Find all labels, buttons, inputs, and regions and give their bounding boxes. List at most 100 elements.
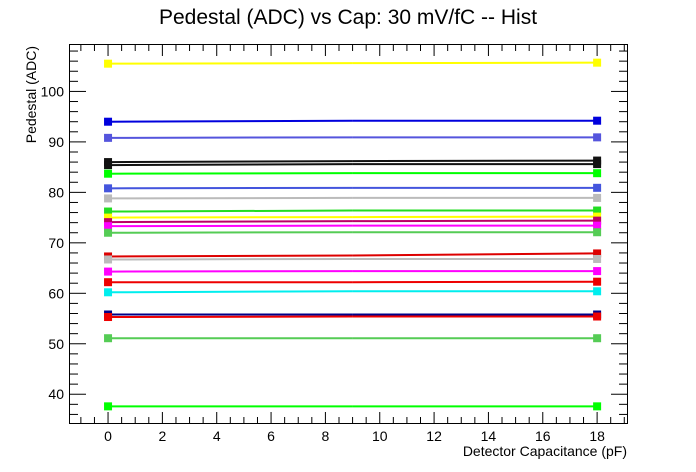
x-tick-label: 14 [481,428,497,444]
series-line-segment [352,280,598,284]
data-series [104,183,602,193]
data-series [104,116,602,126]
series-line-segment [108,196,353,200]
data-series [104,160,602,170]
data-point-marker [593,228,602,237]
data-point-marker [593,254,602,263]
series-line-segment [108,220,353,224]
data-series [104,277,602,287]
data-point-marker [104,402,113,411]
series-line-segment [108,231,353,234]
data-point-marker [104,218,113,227]
data-point-marker [104,117,113,126]
x-tick-label: 16 [535,428,551,444]
series-line-segment [108,119,353,123]
data-point-marker [593,287,602,296]
y-tick-label: 90 [48,134,64,150]
data-point-marker [593,216,602,225]
data-point-marker [104,278,113,287]
data-point-marker [593,267,602,276]
data-point-marker [104,334,113,343]
data-point-marker [593,277,602,286]
x-tick-label: 18 [589,428,605,444]
series-line-segment [108,315,353,319]
data-point-marker [104,161,113,170]
series-line-segment [352,252,598,257]
data-series [104,193,602,203]
x-tick-label: 2 [158,428,166,444]
data-series [104,216,602,227]
series-line-segment [108,270,353,273]
data-point-marker [593,312,602,321]
series-line-segment [108,254,353,258]
data-point-marker [104,59,113,68]
axis-tick-labels: 0 2 4 6 8 10 12 14 16 18 40 50 60 70 80 90 100 [41,83,605,444]
x-tick-label: 10 [372,428,388,444]
data-series [104,212,602,222]
series-line-segment [108,224,353,228]
y-axis-label: Pedestal (ADC) [23,46,39,143]
data-point-marker [104,228,113,237]
data-point-marker [104,313,113,322]
data-point-marker [593,402,602,411]
x-tick-label: 0 [104,428,112,444]
data-series [104,287,602,297]
x-tick-label: 8 [322,428,330,444]
series-line-segment [108,160,353,164]
series-line-segment [108,216,353,219]
data-point-marker [104,213,113,222]
y-tick-label: 80 [48,184,64,200]
axis-ticks [70,45,627,423]
data-series [104,267,602,276]
series-line-segment [352,219,598,223]
data-point-marker [104,267,113,276]
x-tick-label: 12 [426,428,442,444]
data-point-marker [593,133,602,142]
data-point-marker [593,58,602,67]
series-line-segment [352,215,598,219]
data-point-marker [593,160,602,169]
series-line-segment [108,136,353,139]
data-point-marker [104,255,113,264]
y-tick-label: 60 [48,285,64,301]
chart-title: Pedestal (ADC) vs Cap: 30 mV/fC -- Hist [159,6,537,29]
data-series [104,133,602,142]
y-tick-label: 70 [48,235,64,251]
data-series [104,58,602,68]
series-line-segment [108,62,353,65]
data-point-marker [593,116,602,125]
series-line-segment [108,257,353,261]
data-series [104,334,602,343]
data-point-marker [104,207,113,216]
data-point-marker [104,222,113,231]
series-line-segment [108,186,353,190]
data-point-marker [104,194,113,203]
y-tick-label: 100 [41,83,65,99]
data-point-marker [593,221,602,230]
data-series [104,206,602,216]
data-point-marker [104,288,113,297]
data-point-marker [593,206,602,215]
x-tick-label: 4 [213,428,221,444]
data-series [104,228,602,237]
data-series [104,254,602,264]
series-line-segment [352,61,598,65]
data-point-marker [593,212,602,221]
data-point-marker [104,184,113,193]
data-series [104,402,602,411]
series-line-segment [352,159,598,163]
y-tick-label: 50 [48,336,64,352]
data-point-marker [593,334,602,343]
series-line-segment [108,209,353,213]
series-line-segment [108,163,353,167]
data-series [104,221,602,231]
data-point-marker [593,169,602,178]
x-axis-label: Detector Capacitance (pF) [463,443,627,459]
data-series [104,312,602,322]
series-line-segment [108,290,353,294]
series-line-segment [108,172,353,175]
data-point-marker [104,133,113,142]
data-point-marker [104,169,113,178]
